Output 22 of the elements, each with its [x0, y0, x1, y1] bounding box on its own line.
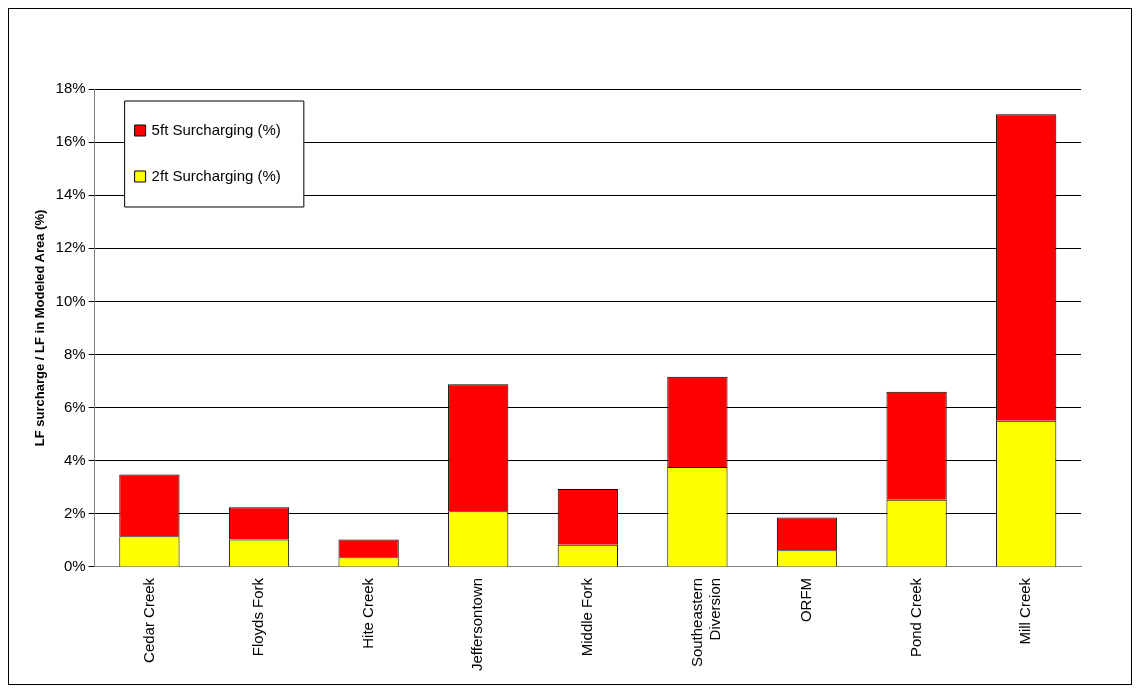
y-tick-label: 10% [55, 291, 86, 309]
x-tick-label: Middle Fork [577, 577, 595, 657]
x-tick-label: ORFM [797, 577, 815, 623]
y-tick-label: 14% [55, 185, 86, 203]
y-tick-label: 8% [63, 344, 86, 362]
x-tick-label: Cedar Creek [139, 577, 157, 663]
x-tick-label: Hite Creek [358, 577, 376, 649]
x-tick-label: Pond Creek [906, 577, 924, 658]
legend-label: 2ft Surcharging (%) [151, 167, 281, 185]
y-tick-label: 2% [63, 503, 86, 521]
x-tick-label: Southeastern Diversion [687, 577, 723, 668]
y-tick-label: 12% [55, 238, 86, 256]
x-tick-label: Floyds Fork [249, 577, 267, 657]
legend-label: 5ft Surcharging (%) [151, 121, 281, 139]
x-tick-label: Mill Creek [1016, 577, 1034, 645]
y-axis-title: LF surcharge / LF in Modeled Area (%) [32, 209, 48, 447]
y-tick-label: 6% [63, 397, 86, 415]
y-tick-label: 16% [55, 132, 86, 150]
y-tick-label: 4% [63, 450, 86, 468]
y-tick-label: 18% [55, 79, 86, 97]
x-tick-label: Jeffersontown [468, 577, 486, 672]
y-tick-label: 0% [63, 557, 86, 575]
